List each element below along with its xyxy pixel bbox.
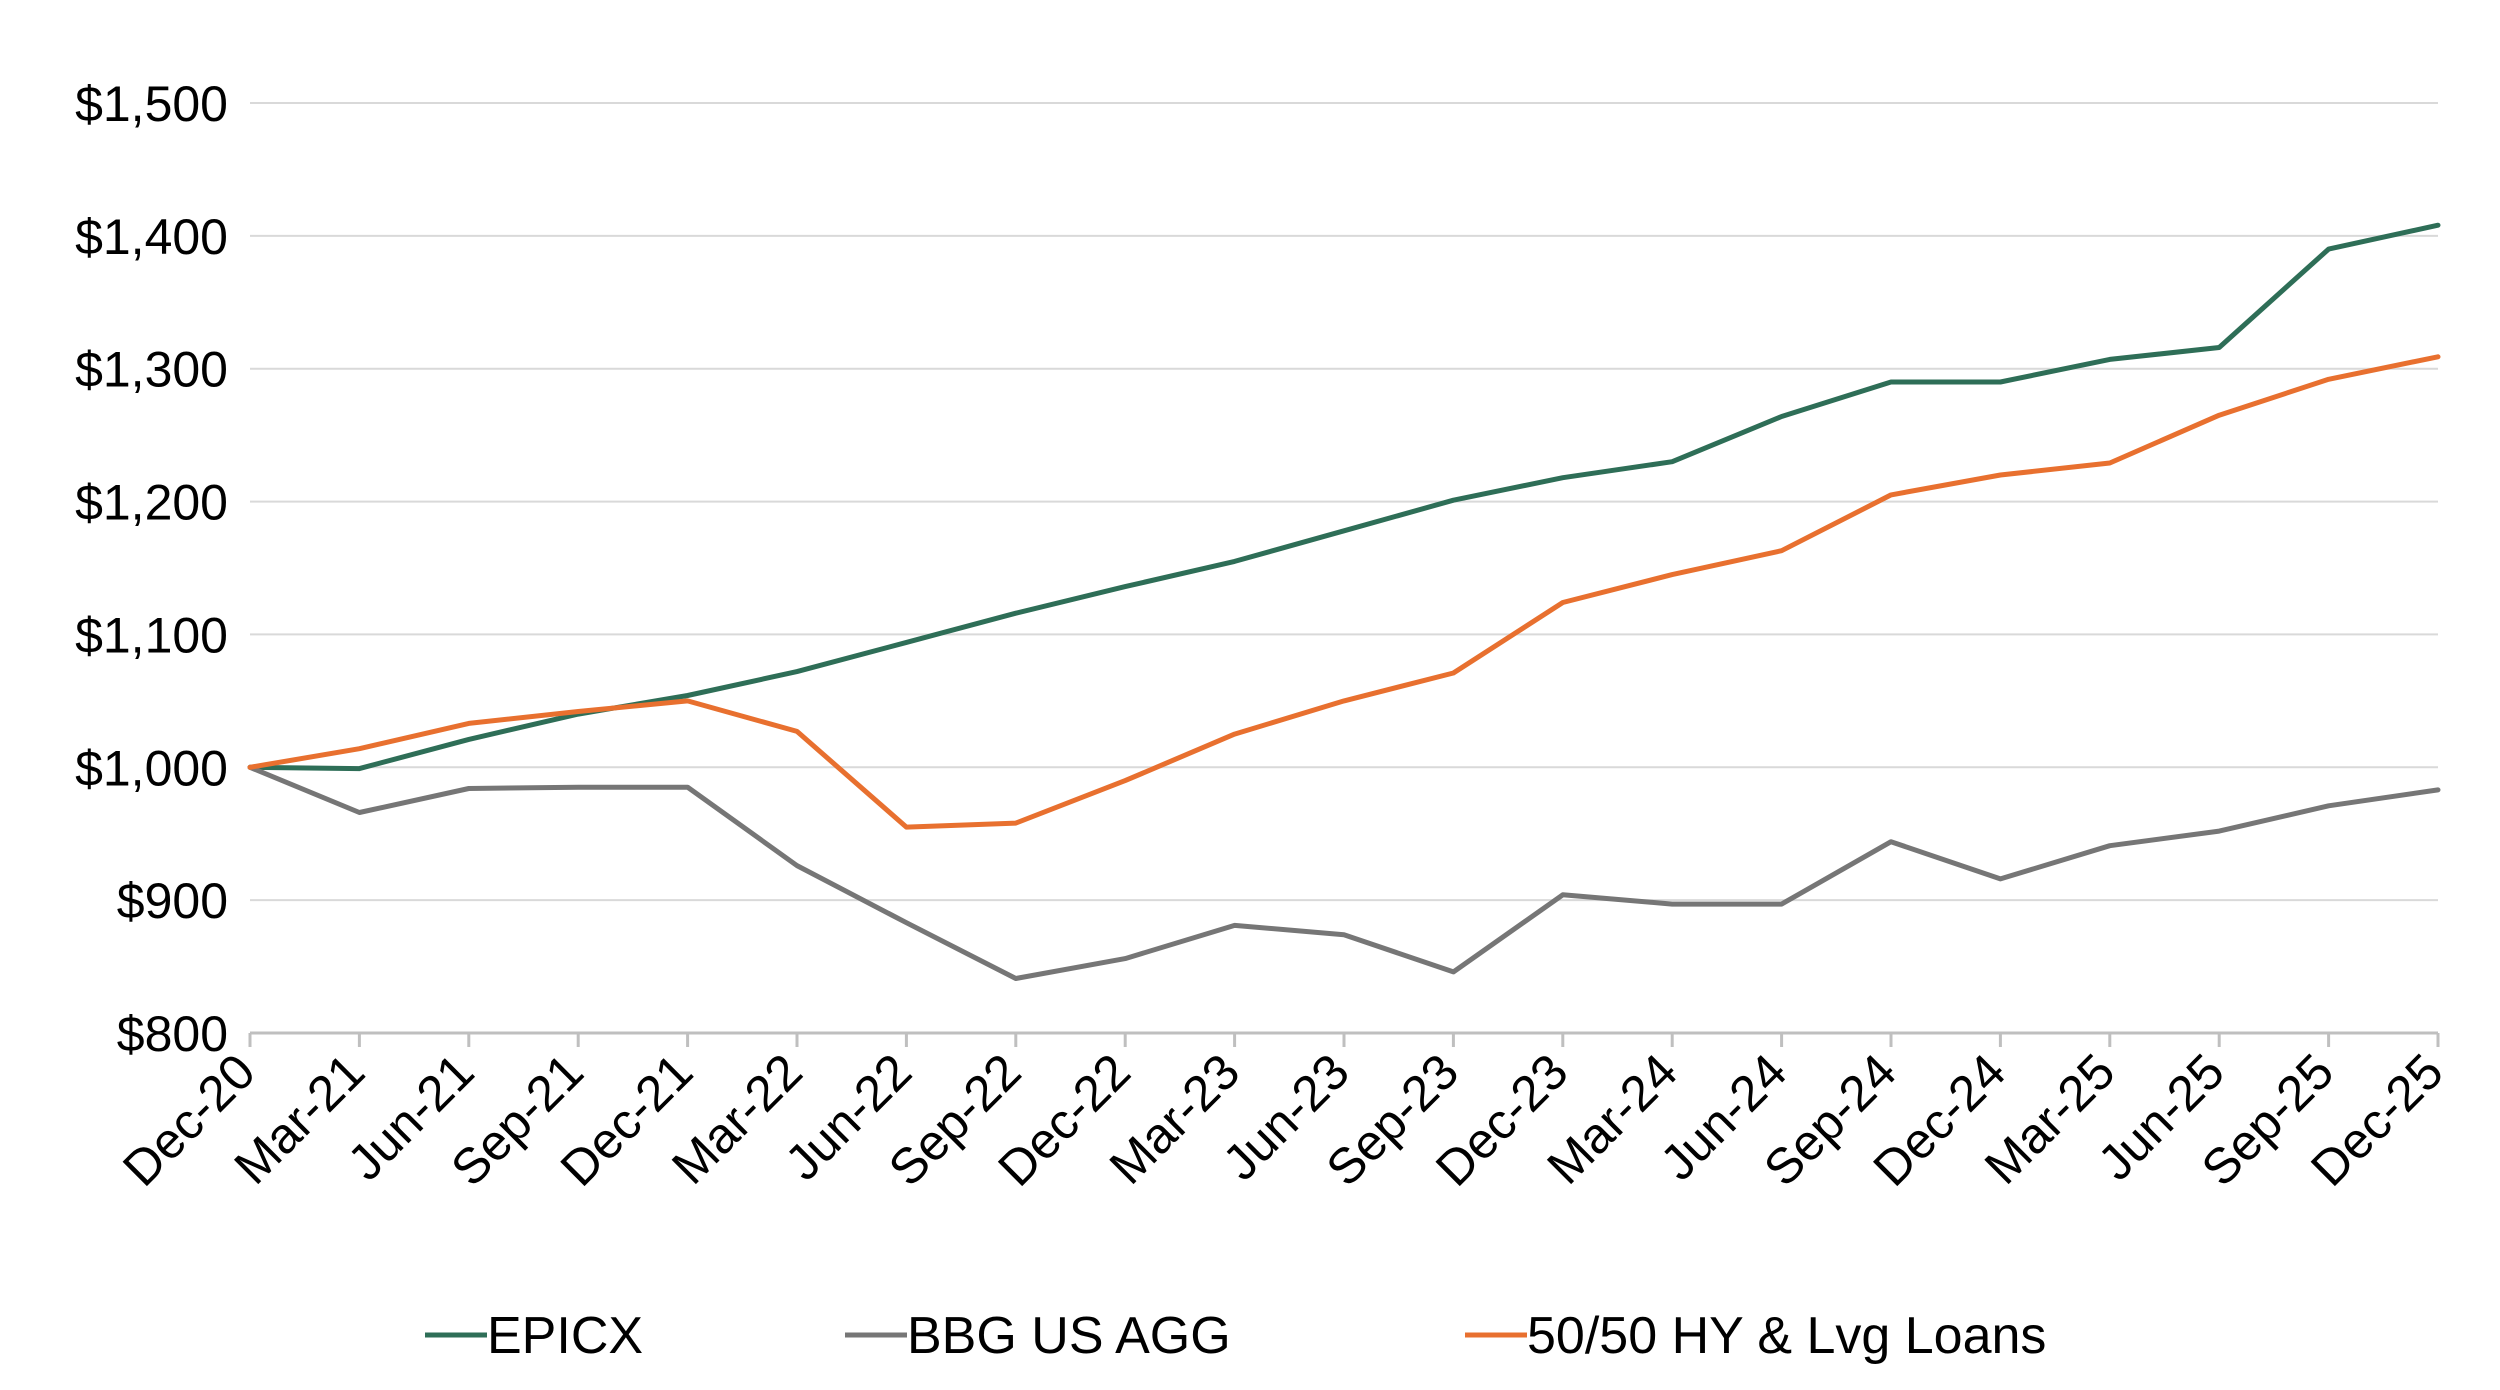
y-tick-label: $1,400: [75, 209, 228, 265]
series-line-0: [247, 222, 2441, 772]
legend: EPICX BBG US AGG 50/50 HY & Lvg Loans: [425, 1307, 2046, 1365]
y-tick-label: $1,200: [75, 475, 228, 531]
series-line-2: [247, 354, 2441, 830]
legend-label: 50/50 HY & Lvg Loans: [1527, 1307, 2046, 1365]
legend-label: EPICX: [487, 1307, 643, 1365]
series-line-1: [247, 764, 2441, 981]
y-tick-label: $800: [117, 1006, 228, 1062]
y-tick-labels: $800 $900 $1,000 $1,100 $1,200 $1,300 $1,400 $1…: [75, 76, 228, 1062]
y-tick-label: $1,000: [75, 740, 228, 796]
y-tick-label: $1,100: [75, 607, 228, 663]
legend-label: BBG US AGG: [907, 1307, 1231, 1365]
x-tick-labels: Dec-20Mar-21Jun-21Sep-21Dec-21Mar-22Jun-…: [112, 1043, 2454, 1197]
y-tick-label: $900: [117, 873, 228, 929]
x-axis: [248, 1031, 2440, 1047]
y-tick-label: $1,300: [75, 342, 228, 398]
series-lines: [247, 222, 2441, 981]
y-tick-label: $1,500: [75, 76, 228, 132]
gridlines: [250, 102, 2438, 902]
